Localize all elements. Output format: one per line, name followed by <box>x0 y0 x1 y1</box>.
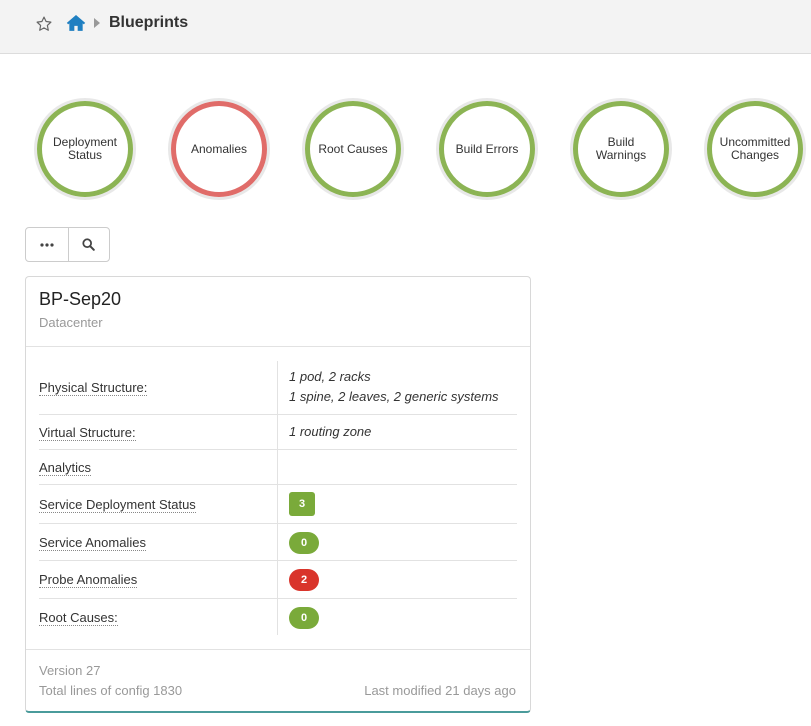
more-options-icon <box>40 242 54 247</box>
blueprint-details: Physical Structure: 1 pod, 2 racks 1 spi… <box>39 361 517 635</box>
probe-anomalies-badge[interactable]: 2 <box>289 569 319 591</box>
last-modified: Last modified 21 days ago <box>364 683 516 698</box>
more-options-button[interactable] <box>26 228 68 261</box>
status-circle-deployment-status[interactable]: Deployment Status <box>37 101 133 197</box>
row-physical-structure: Physical Structure: 1 pod, 2 racks 1 spi… <box>39 361 517 415</box>
service-anomalies-label[interactable]: Service Anomalies <box>39 535 146 551</box>
status-circle-anomalies[interactable]: Anomalies <box>171 101 267 197</box>
row-analytics: Analytics <box>39 450 517 485</box>
column-divider <box>277 599 278 635</box>
row-virtual-structure: Virtual Structure: 1 routing zone <box>39 415 517 450</box>
config-lines: Total lines of config 1830 <box>39 683 183 698</box>
service-anomalies-badge[interactable]: 0 <box>289 532 319 554</box>
status-circle-label: Root Causes <box>318 141 388 156</box>
blueprint-card[interactable]: BP-Sep20 Datacenter Physical Structure: … <box>25 276 531 713</box>
status-circle-label: Build Errors <box>455 141 519 156</box>
status-circle-label: Uncommitted Changes <box>719 135 791 162</box>
blueprint-version: Version 27 <box>39 663 101 678</box>
home-icon[interactable] <box>66 13 86 32</box>
row-root-causes: Root Causes: 0 <box>39 599 517 635</box>
analytics-label[interactable]: Analytics <box>39 460 92 476</box>
star-icon[interactable] <box>35 15 53 33</box>
blueprint-type: Datacenter <box>39 315 103 330</box>
card-toolbar <box>25 227 110 262</box>
column-divider <box>277 415 278 449</box>
physical-structure-value-line1: 1 pod, 2 racks <box>289 369 371 384</box>
row-service-deployment-status: Service Deployment Status 3 <box>39 485 517 524</box>
search-icon <box>82 238 96 251</box>
virtual-structure-label[interactable]: Virtual Structure: <box>39 425 136 441</box>
column-divider <box>277 485 278 523</box>
status-circle-build-warnings[interactable]: Build Warnings <box>573 101 669 197</box>
virtual-structure-value: 1 routing zone <box>289 424 372 439</box>
status-circle-root-causes[interactable]: Root Causes <box>305 101 401 197</box>
top-bar: Blueprints <box>0 0 811 54</box>
row-probe-anomalies: Probe Anomalies 2 <box>39 561 517 599</box>
page-title: Blueprints <box>109 14 189 31</box>
status-circle-label: Build Warnings <box>595 135 647 162</box>
status-circle-label: Deployment Status <box>52 135 118 162</box>
column-divider <box>277 561 278 598</box>
row-service-anomalies: Service Anomalies 0 <box>39 524 517 561</box>
search-button[interactable] <box>67 228 110 261</box>
status-circle-uncommitted-changes[interactable]: Uncommitted Changes <box>707 101 803 197</box>
column-divider <box>277 361 278 414</box>
status-circle-build-errors[interactable]: Build Errors <box>439 101 535 197</box>
service-deployment-status-badge[interactable]: 3 <box>289 492 315 516</box>
divider <box>26 346 530 347</box>
status-circle-label: Anomalies <box>190 141 248 156</box>
physical-structure-label[interactable]: Physical Structure: <box>39 380 148 396</box>
probe-anomalies-label[interactable]: Probe Anomalies <box>39 572 138 588</box>
chevron-right-icon <box>94 18 100 28</box>
root-causes-label[interactable]: Root Causes: <box>39 610 118 626</box>
blueprint-name[interactable]: BP-Sep20 <box>39 289 122 309</box>
divider <box>26 649 530 650</box>
root-causes-badge[interactable]: 0 <box>289 607 319 629</box>
column-divider <box>277 524 278 560</box>
physical-structure-value-line2: 1 spine, 2 leaves, 2 generic systems <box>289 389 499 404</box>
column-divider <box>277 450 278 484</box>
service-deployment-status-label[interactable]: Service Deployment Status <box>39 497 196 513</box>
